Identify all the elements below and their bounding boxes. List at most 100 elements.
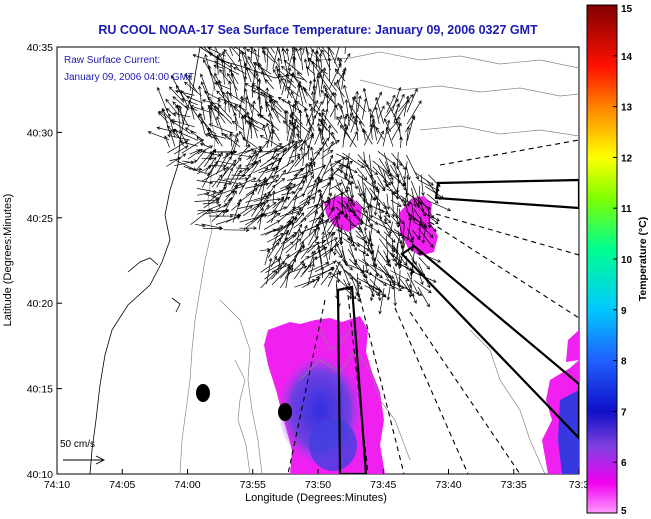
current-vector (222, 159, 237, 177)
current-vector (382, 120, 390, 147)
current-vector (204, 193, 216, 198)
current-vector-head (383, 282, 387, 286)
current-vector-head (309, 157, 314, 162)
current-vector (273, 158, 281, 180)
current-vector-head (290, 71, 295, 76)
current-vector-head (333, 251, 337, 256)
current-vector (199, 86, 203, 110)
current-vector (337, 79, 345, 105)
current-vector-head (278, 143, 283, 147)
current-vector-head (267, 190, 271, 195)
current-vector-head (401, 93, 405, 98)
current-vector (272, 129, 280, 141)
current-vector-head (277, 97, 282, 101)
current-vector-head (320, 266, 325, 271)
current-vector (222, 197, 232, 217)
current-vector (215, 153, 229, 175)
current-vector (200, 73, 210, 97)
current-vector (269, 99, 282, 113)
current-vector-head (257, 159, 262, 163)
current-vector-head (190, 131, 195, 135)
current-vector (337, 57, 342, 68)
current-vector-head (214, 160, 218, 165)
current-vector (346, 172, 351, 190)
current-vector-head (257, 62, 261, 66)
current-vector (343, 115, 347, 126)
current-vector (427, 200, 451, 211)
current-vector (183, 166, 211, 176)
current-vector-head (349, 104, 353, 109)
current-vector-head (401, 220, 405, 225)
current-vector (258, 207, 264, 230)
current-vector (313, 278, 320, 289)
current-vector (312, 61, 316, 82)
current-vector-head (314, 99, 319, 104)
current-vector-head (257, 78, 262, 82)
current-vector-head (277, 158, 281, 162)
current-vector-head (343, 115, 348, 120)
current-vector-head (405, 277, 410, 281)
current-vector-head (341, 157, 346, 161)
current-vector (251, 199, 269, 223)
x-axis: 74:10 74:05 74:00 73:55 73:50 73:45 73:40 73:35… (44, 469, 589, 491)
current-vector-head (388, 172, 392, 177)
current-vector (348, 167, 358, 189)
current-vector (307, 179, 323, 195)
current-vector (266, 47, 269, 71)
current-vector (358, 259, 369, 266)
current-vector (305, 163, 308, 183)
current-vector-head (217, 104, 222, 109)
current-vector (260, 270, 278, 289)
current-vector (169, 86, 185, 103)
current-vector (378, 158, 394, 180)
current-vector (376, 130, 384, 145)
current-vector-head (285, 110, 289, 114)
current-vector-head (259, 135, 264, 139)
current-vector (300, 264, 312, 278)
current-vector-head (277, 73, 282, 78)
current-vector-head (212, 163, 216, 168)
current-vector-head (373, 211, 378, 216)
current-vector-head (224, 133, 228, 138)
current-vector-head (304, 43, 307, 46)
current-vector (336, 229, 353, 239)
current-vector-head (311, 196, 315, 200)
current-vector-head (265, 199, 269, 204)
current-vector (162, 108, 171, 134)
current-vector-head (263, 192, 267, 197)
current-vector (370, 251, 377, 267)
current-vector-head (283, 206, 287, 210)
current-vector-head (320, 120, 325, 125)
current-vector-head (346, 282, 351, 287)
current-vector (369, 92, 382, 118)
current-vector (223, 199, 231, 208)
current-vector-head (299, 146, 304, 151)
current-vector (242, 137, 258, 148)
current-vector-head (228, 196, 233, 201)
current-vector-head (229, 133, 233, 137)
current-vector (333, 47, 340, 64)
current-vector (259, 156, 275, 168)
current-vector (319, 53, 322, 68)
current-vector-head (397, 203, 402, 207)
current-vector-head (289, 267, 294, 272)
current-vector-head (373, 263, 378, 268)
current-vector (360, 214, 363, 226)
current-vector-head (316, 176, 321, 181)
current-vector (350, 224, 362, 230)
current-vector-head (410, 248, 415, 253)
current-vector-head (310, 132, 315, 137)
current-vector-head (387, 263, 392, 268)
current-vector-head (161, 109, 166, 113)
current-vector (176, 85, 188, 106)
current-vector-head (224, 203, 229, 207)
x-tick-label: 73:35 (501, 479, 527, 491)
current-vector-head (283, 146, 287, 151)
current-vector-head (287, 67, 292, 72)
current-vector-head (330, 208, 335, 213)
current-vector-head (251, 83, 255, 88)
current-vector (264, 265, 282, 280)
current-vector-head (217, 203, 222, 208)
current-vector-head (346, 53, 351, 57)
current-vector (253, 62, 272, 75)
